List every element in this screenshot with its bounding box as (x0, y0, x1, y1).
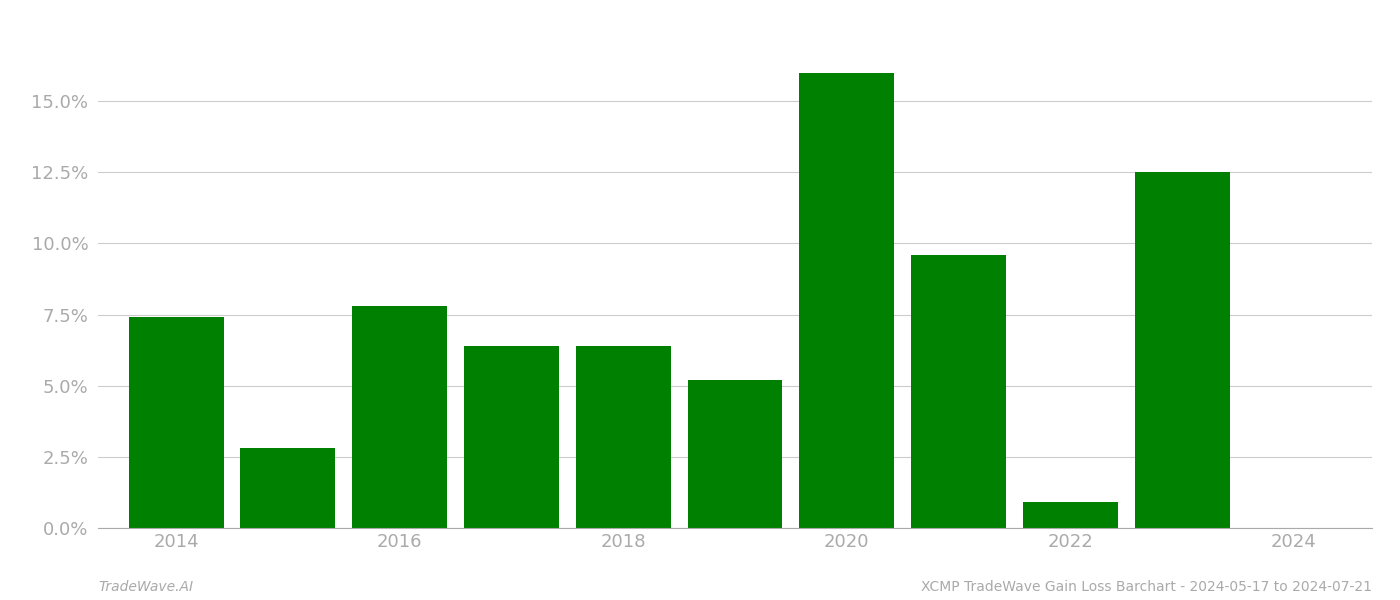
Bar (241, 448, 336, 528)
Bar (799, 73, 895, 528)
Bar (1023, 502, 1117, 528)
Bar (911, 255, 1007, 528)
Bar (687, 380, 783, 528)
Bar (1134, 172, 1229, 528)
Text: XCMP TradeWave Gain Loss Barchart - 2024-05-17 to 2024-07-21: XCMP TradeWave Gain Loss Barchart - 2024… (921, 580, 1372, 594)
Bar (575, 346, 671, 528)
Text: TradeWave.AI: TradeWave.AI (98, 580, 193, 594)
Bar (129, 317, 224, 528)
Bar (353, 306, 447, 528)
Bar (463, 346, 559, 528)
